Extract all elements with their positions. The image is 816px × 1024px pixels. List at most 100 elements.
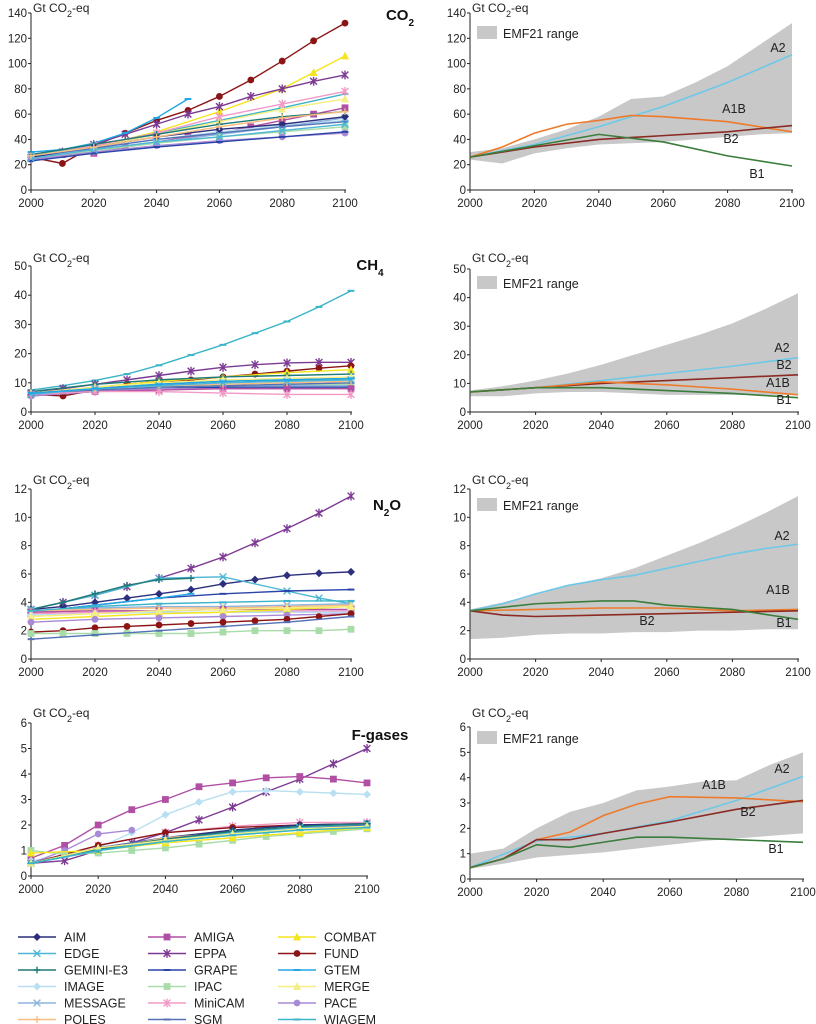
axes: 0 10 20 30 40 50 2000 2020 2040 2060 2080 2100 — [453, 264, 811, 432]
data-point-legend-IMAGE — [33, 982, 41, 991]
data-point-legend-PACE — [293, 999, 301, 1007]
data-point-MERGE — [27, 612, 35, 620]
scenario-label-A2: A2 — [774, 529, 789, 543]
range-legend-swatch — [477, 276, 497, 289]
legend-label: GRAPE — [194, 964, 238, 978]
data-point-EPPA — [347, 491, 355, 501]
data-point-MERGE — [219, 605, 227, 613]
x-tick-label: 2000 — [18, 884, 44, 896]
data-point-EPPA — [278, 84, 287, 94]
x-tick-label: 2000 — [457, 667, 483, 679]
series-line-A2 — [469, 543, 799, 612]
series-line-GTEM — [30, 377, 352, 394]
series-B2: B2 — [469, 610, 799, 628]
y-tick-label: 6 — [460, 569, 466, 581]
data-point-GEMINI-E3 — [59, 598, 67, 606]
series-EDGE — [27, 120, 349, 163]
legend-label: AMIGA — [194, 931, 235, 945]
y-tick-label: 1 — [460, 849, 466, 861]
series-line-B1 — [469, 836, 804, 869]
data-point-POLES — [27, 152, 35, 160]
series-A1B: A1B — [469, 102, 793, 158]
legend-label: COMBAT — [324, 931, 377, 945]
data-point-FUND — [91, 624, 99, 632]
x-tick-label: 2100 — [779, 198, 805, 210]
scenario-label-A2: A2 — [774, 762, 789, 776]
data-point-IMAGE — [329, 789, 338, 798]
data-point-GEMINI-E3 — [155, 576, 163, 584]
scenario-label-B2: B2 — [639, 614, 654, 628]
data-point-IMAGE — [363, 790, 371, 799]
x-tick-label: 2020 — [524, 887, 550, 899]
data-point-AMIGA — [94, 821, 102, 829]
series-line-MERGE — [30, 605, 352, 618]
x-tick-label: 2080 — [287, 884, 313, 896]
data-point-EPPA — [283, 358, 291, 368]
legend-label: FUND — [324, 947, 359, 961]
legend-label: MERGE — [324, 980, 370, 994]
legend-label: IPAC — [194, 980, 222, 994]
legend-item-AIM: AIM — [18, 931, 86, 945]
y-axis-label: Gt CO2-eq — [472, 1, 528, 19]
x-tick-label: 2080 — [274, 667, 300, 679]
panel-n2o-scenarios: EMF21 range 0 2 4 6 8 10 12 2000 2020 2040 2060 2080… — [453, 473, 811, 679]
y-tick-label: 0 — [21, 654, 27, 666]
axes: 0 10 20 30 40 50 2000 2020 2040 2060 2080 2100 — [14, 261, 364, 432]
data-point-FUND — [315, 364, 323, 372]
y-tick-label: 10 — [14, 512, 27, 524]
x-tick-label: 2020 — [522, 198, 548, 210]
y-tick-label: 80 — [14, 84, 27, 96]
data-point-IPAC — [155, 630, 163, 637]
data-point-MiniCAM — [283, 390, 291, 399]
data-point-legend-POLES — [33, 1016, 41, 1023]
legend-item-COMBAT: COMBAT — [278, 931, 377, 945]
data-point-IMAGE — [228, 787, 237, 796]
series-line-MESSAGE — [30, 603, 352, 612]
series-B1: B1 — [469, 386, 799, 407]
data-point-PACE — [219, 613, 227, 620]
series-WIAGEM — [27, 599, 355, 612]
x-tick-label: 2060 — [220, 884, 246, 896]
data-point-AMIGA — [341, 104, 349, 112]
y-tick-label: 4 — [460, 773, 467, 785]
data-point-POLES — [341, 108, 349, 116]
series-line-B1 — [469, 600, 799, 621]
y-tick-label: 0 — [460, 654, 466, 666]
legend-item-MERGE: MERGE — [278, 980, 370, 994]
scenario-label-A1B: A1B — [702, 778, 726, 792]
y-tick-label: 80 — [453, 84, 466, 96]
y-tick-label: 60 — [453, 109, 466, 121]
scenario-label-B1: B1 — [749, 167, 764, 181]
x-tick-label: 2040 — [146, 420, 172, 432]
y-tick-label: 140 — [447, 8, 466, 20]
y-tick-label: 8 — [21, 541, 27, 553]
data-point-EDGE — [219, 572, 227, 581]
legend-label: EPPA — [194, 947, 227, 961]
data-point-POLES — [216, 123, 223, 131]
data-point-AMIGA — [330, 775, 337, 783]
x-tick-label: 2000 — [457, 420, 483, 432]
data-point-IMAGE — [295, 787, 304, 796]
data-point-MERGE — [283, 603, 291, 612]
legend-item-MiniCAM: MiniCAM — [148, 997, 245, 1011]
data-point-IPAC — [315, 627, 323, 635]
y-tick-label: 4 — [21, 769, 28, 781]
scenario-label-B2: B2 — [776, 358, 791, 372]
panel-title: N2O — [373, 497, 401, 519]
y-axis-label: Gt CO2-eq — [472, 473, 528, 491]
x-tick-label: 2060 — [207, 198, 233, 210]
data-point-legend-MESSAGE — [33, 999, 41, 1007]
x-tick-label: 2080 — [715, 198, 741, 210]
y-tick-label: 6 — [21, 718, 27, 730]
legend-item-IMAGE: IMAGE — [18, 980, 104, 994]
series-line-PACE — [30, 612, 352, 623]
legend-item-GEMINI-E3: GEMINI-E3 — [18, 964, 128, 978]
data-point-legend-AMIGA — [163, 933, 171, 941]
y-tick-label: 6 — [21, 569, 27, 581]
x-tick-label: 2000 — [18, 420, 44, 432]
x-tick-label: 2060 — [210, 420, 236, 432]
y-tick-label: 2 — [21, 820, 27, 832]
data-point-FUND — [315, 613, 323, 620]
data-point-IPAC — [128, 847, 136, 854]
